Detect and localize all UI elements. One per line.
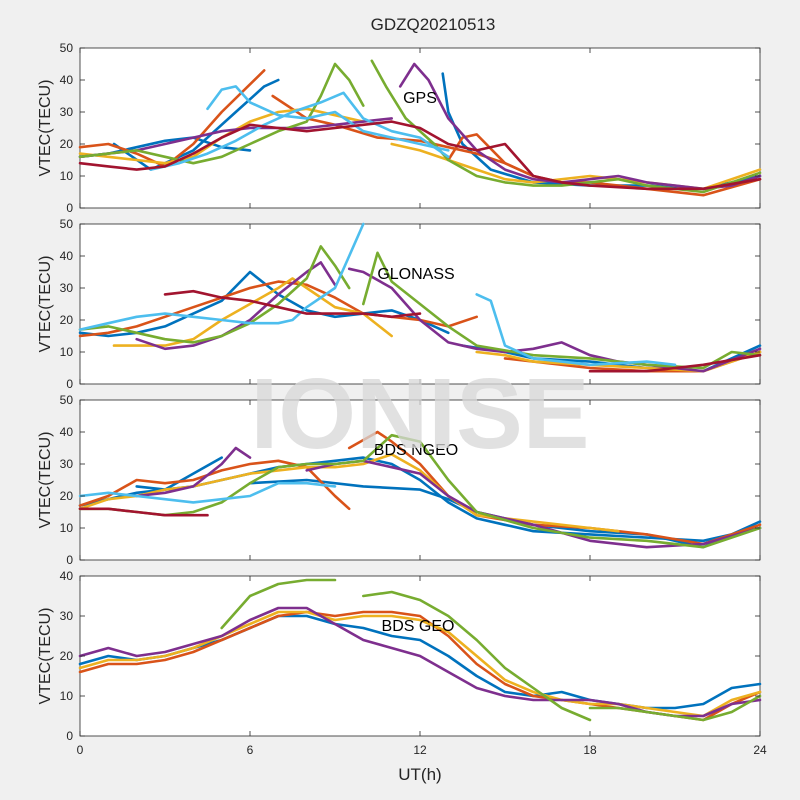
series-line-green	[588, 694, 762, 722]
y-axis-label: VTEC(TECU)	[37, 432, 54, 529]
y-axis-label: VTEC(TECU)	[37, 608, 54, 705]
panel-label: BDS GEO	[382, 618, 455, 635]
y-tick-label: 0	[66, 201, 73, 215]
series-line-orange	[78, 459, 351, 511]
series-line-purple	[135, 261, 337, 351]
figure-title: GDZQ20210513	[371, 15, 496, 34]
series-line-crimson	[78, 507, 209, 517]
y-tick-label: 20	[60, 313, 74, 327]
panel-2: 0 10 20 30 40 50 VTEC(TECU) BDS NGEO	[37, 393, 762, 567]
panel-label: GPS	[403, 90, 437, 107]
panel-1: 0 10 20 30 40 50 VTEC(TECU) GLONASS	[37, 217, 762, 391]
y-tick-label: 10	[60, 521, 74, 535]
series-line-blue	[78, 270, 450, 338]
panel-label: BDS NGEO	[374, 442, 458, 459]
y-tick-label: 10	[60, 345, 74, 359]
y-axis-label: VTEC(TECU)	[37, 80, 54, 177]
series-line-crimson	[588, 353, 762, 373]
panel-0: 0 10 20 30 40 50 VTEC(TECU) GPS	[37, 41, 762, 215]
y-tick-label: 30	[60, 457, 74, 471]
y-tick-label: 40	[60, 249, 74, 263]
x-tick-label: 12	[413, 743, 427, 757]
series-line-orange	[78, 280, 479, 338]
series-line-green	[220, 578, 337, 630]
series-line-cyan	[475, 293, 677, 367]
series-line-cyan	[78, 481, 337, 504]
y-tick-label: 20	[60, 649, 74, 663]
panel-label: GLONASS	[377, 266, 454, 283]
series-line-green	[361, 251, 762, 370]
y-tick-label: 40	[60, 73, 74, 87]
x-axis-label: UT(h)	[398, 765, 441, 784]
panels-container: 0 10 20 30 40 50 VTEC(TECU) GPS 0 10 20 30 40 50 VTEC(…	[37, 41, 767, 757]
series-line-cyan	[78, 222, 365, 331]
y-tick-label: 20	[60, 489, 74, 503]
series-line-yellow	[112, 277, 394, 347]
y-tick-label: 0	[66, 729, 73, 743]
series-line-cyan	[206, 85, 450, 152]
y-tick-label: 50	[60, 217, 74, 231]
y-tick-label: 30	[60, 105, 74, 119]
series-line-green	[78, 62, 365, 165]
y-tick-label: 50	[60, 393, 74, 407]
y-tick-label: 20	[60, 137, 74, 151]
x-tick-label: 24	[753, 743, 767, 757]
panel-3: 0 10 20 30 40 VTEC(TECU) BDS GEO 0 6 12 18 24	[37, 569, 767, 757]
y-tick-label: 0	[66, 553, 73, 567]
series-line-blue	[112, 78, 280, 171]
series-line-green	[78, 245, 351, 344]
watermark-text: IONISE	[251, 358, 590, 470]
y-tick-label: 0	[66, 377, 73, 391]
series-group	[78, 430, 762, 549]
series-group	[78, 222, 762, 373]
series-group	[78, 578, 762, 722]
series-line-yellow	[78, 610, 762, 718]
series-group	[78, 59, 762, 197]
y-tick-label: 40	[60, 425, 74, 439]
y-tick-label: 10	[60, 689, 74, 703]
series-line-green	[361, 590, 592, 722]
y-tick-label: 50	[60, 41, 74, 55]
series-line-crimson	[78, 120, 762, 191]
x-tick-label: 18	[583, 743, 597, 757]
y-tick-label: 10	[60, 169, 74, 183]
series-line-cyan	[149, 91, 450, 171]
y-axis-label: VTEC(TECU)	[37, 256, 54, 353]
x-tick-label: 6	[247, 743, 254, 757]
y-tick-label: 30	[60, 609, 74, 623]
series-line-crimson	[163, 289, 422, 319]
y-tick-label: 40	[60, 569, 74, 583]
series-line-purple	[135, 446, 252, 498]
y-tick-label: 30	[60, 281, 74, 295]
x-tick-label: 0	[77, 743, 84, 757]
